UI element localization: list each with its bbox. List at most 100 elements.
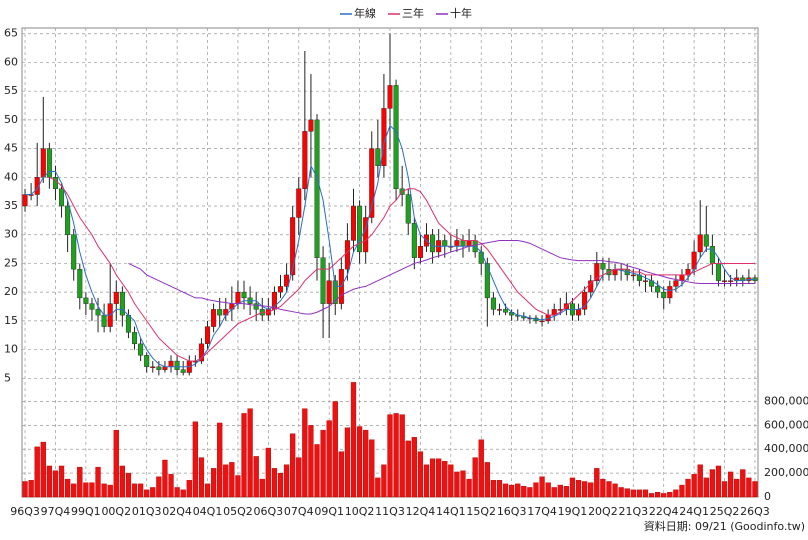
x-tick-label: 26Q3 [740,505,770,518]
y-tick-label: 50 [4,113,18,126]
volume-bar [198,457,205,498]
volume-bar [734,478,740,498]
volume-bar [168,474,174,498]
volume-bar [667,492,673,498]
volume-bar [34,446,40,498]
candle-body [703,234,709,247]
legend-label: 三年 [402,6,424,20]
volume-bar [308,425,314,498]
volume-bar [296,457,302,498]
volume-bar [58,465,65,498]
volume-bar [588,482,594,498]
candle-body [308,119,314,132]
volume-bar [204,483,211,498]
candle-body [217,309,223,316]
candle-body [211,309,217,327]
volume-bar [125,472,132,498]
y-tick-label: 30 [4,228,18,241]
candle-body [241,291,247,299]
volume-bar [150,487,156,498]
volume-bar [144,489,150,498]
candle-body [369,148,375,218]
candle-body [65,205,71,235]
volume-bar [636,489,643,498]
candle-body [113,291,119,304]
volume-bar [64,478,71,498]
candle-body [588,280,594,293]
volume-bar [618,487,624,498]
volume-bar [283,464,290,498]
volume-bar [180,489,186,498]
volume-bar [259,478,265,498]
x-tick-label: 99Q1 [71,505,101,518]
candle-body [332,280,338,304]
volume-bar [137,483,144,498]
candle-body [642,280,648,282]
candle-body [101,314,107,327]
volume-bar [752,481,758,498]
volume-bar [594,468,600,498]
candle-body [484,263,490,299]
volume-bar [478,439,484,498]
x-tick-label: 05Q2 [223,505,253,518]
volume-bar [113,429,119,498]
candle-body [466,240,472,247]
volume-bar [399,414,405,498]
volume-bar [691,474,697,498]
x-tick-label: 19Q1 [558,505,588,518]
volume-bar [290,433,296,498]
x-tick-label: 14Q1 [436,505,466,518]
y2-tick-label: 0 [764,490,771,503]
volume-bar [679,484,685,498]
candle-body [320,257,326,304]
x-tick-label: 11Q3 [375,505,405,518]
y-tick-label: 25 [4,256,18,269]
x-tick-label: 02Q4 [162,505,192,518]
volume-bar [89,482,95,498]
volume-bar [575,480,582,498]
volume-bar [119,465,125,498]
candle-body [296,188,302,218]
volume-bar [107,484,113,498]
volume-bar [545,482,551,498]
candle-body [503,309,509,313]
volume-bar [551,487,557,498]
candle-body [284,274,290,287]
volume-bar [746,477,752,498]
candle-body [594,263,600,281]
volume-bar [563,486,570,498]
volume-bar [515,483,521,498]
volume-bar [387,414,393,498]
volume-bar [460,470,466,498]
volume-bar [393,413,399,498]
x-tick-label: 17Q4 [527,505,557,518]
x-tick-label: 20Q2 [588,505,618,518]
candle-body [302,131,308,189]
volume-bar [496,480,503,498]
x-tick-label: 21Q3 [618,505,648,518]
candle-body [253,303,259,310]
candle-body [156,366,162,370]
y-tick-label: 10 [4,343,18,356]
volume-bar [363,429,369,498]
candle-body [442,240,448,247]
ma-line [25,124,755,368]
candle-body [278,286,284,293]
ma-line [49,176,755,362]
volume-bar [156,476,162,498]
volume-bar [454,471,460,498]
volume-bar [46,465,53,498]
candle-body [478,251,484,264]
volume-bar [630,489,636,498]
x-tick-label: 12Q4 [406,505,436,518]
volume-bar [490,480,497,498]
volume-bar [527,487,533,498]
volume-bar [277,472,284,498]
volume-bar [271,468,278,498]
volume-bar [223,464,229,498]
volume-bar [569,477,576,498]
volume-bar [338,451,344,498]
candle-body [350,205,357,241]
volume-bar [642,489,649,498]
volume-bar [77,466,83,498]
